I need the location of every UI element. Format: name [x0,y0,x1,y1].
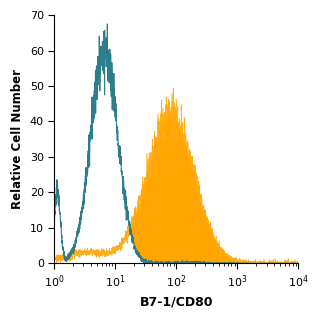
Y-axis label: Relative Cell Number: Relative Cell Number [11,69,24,209]
X-axis label: B7-1/CD80: B7-1/CD80 [140,296,213,309]
